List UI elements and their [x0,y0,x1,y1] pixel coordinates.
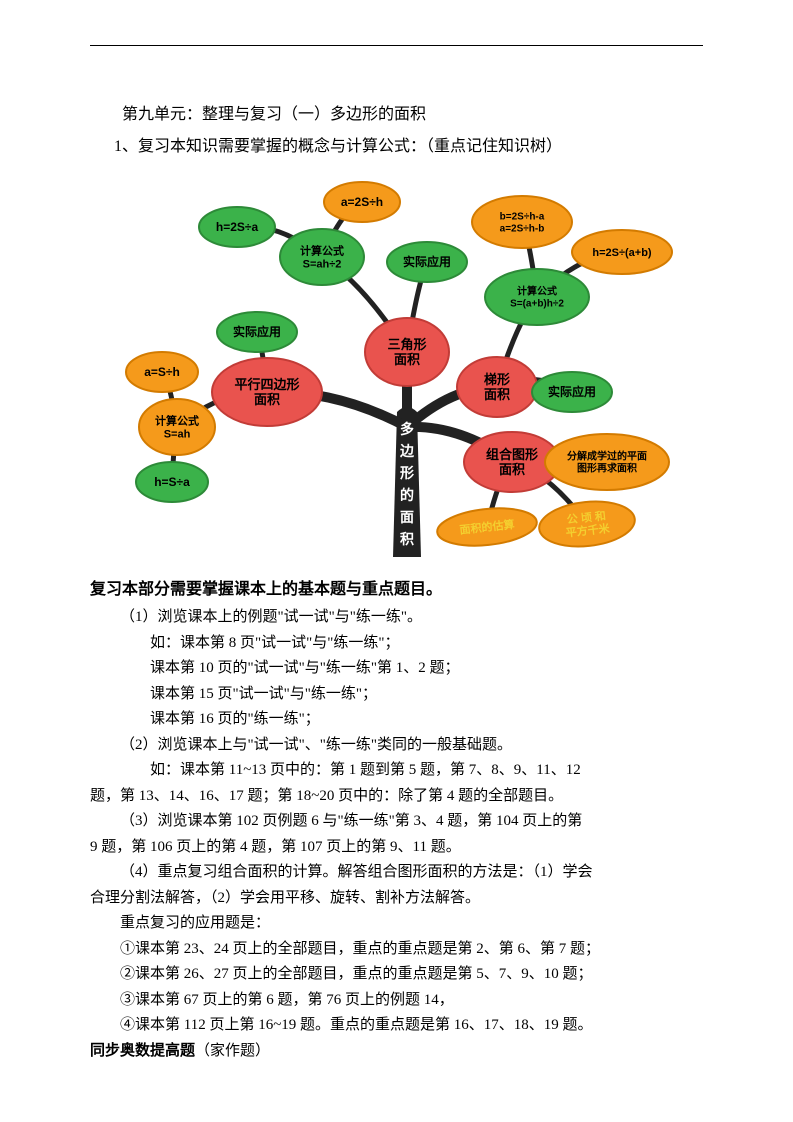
svg-text:计算公式: 计算公式 [155,413,199,427]
svg-text:a=2S÷h: a=2S÷h [340,195,382,209]
footer-normal: （家作题） [195,1043,270,1059]
svg-text:实际应用: 实际应用 [232,324,280,339]
paragraph: （4）重点复习组合面积的计算。解答组合图形面积的方法是：（1）学会 [90,860,703,886]
svg-text:计算公式: 计算公式 [300,243,344,257]
footer-bold: 同步奥数提高题 [90,1042,195,1059]
paragraph: （3）浏览课本第 102 页例题 6 与"练一练"第 3、4 题，第 104 页… [90,809,703,835]
svg-text:平行四边形: 平行四边形 [234,377,299,392]
paragraph: （2）浏览课本上与"试一试"、"练一练"类同的一般基础题。 [90,733,703,759]
svg-text:形: 形 [400,465,414,481]
paragraph: 如：课本第 8 页"试一试"与"练一练"； [90,631,703,657]
svg-text:b=2S÷h-a: b=2S÷h-a [499,212,544,223]
svg-text:边: 边 [399,443,415,459]
svg-text:S=ah÷2: S=ah÷2 [302,258,341,270]
unit-subtitle: 1、复习本知识需要掌握的概念与计算公式：（重点记住知识树） [90,132,703,156]
paragraph: 题，第 13、14、16、17 题；第 18~20 页中的：除了第 4 题的全部… [90,784,703,810]
paragraph: （1）浏览课本上的例题"试一试"与"练一练"。 [90,605,703,631]
paragraph: 课本第 10 页的"试一试"与"练一练"第 1、2 题； [90,656,703,682]
knowledge-tree: 多边形的面积平行四边形面积三角形面积梯形面积组合图形面积计算公式S=ahh=S÷… [90,162,703,557]
paragraph: ③课本第 67 页上的第 6 题，第 76 页上的例题 14， [90,988,703,1014]
body-text: （1）浏览课本上的例题"试一试"与"练一练"。如：课本第 8 页"试一试"与"练… [90,605,703,1039]
paragraph: 课本第 15 页"试一试"与"练一练"； [90,682,703,708]
svg-text:的: 的 [400,487,414,503]
paragraph: 课本第 16 页的"练一练"； [90,707,703,733]
paragraph: ②课本第 26、27 页上的全部题目，重点的重点题是第 5、7、9、10 题； [90,962,703,988]
svg-text:S=(a+b)h÷2: S=(a+b)h÷2 [510,299,564,310]
svg-text:S=ah: S=ah [163,428,190,440]
svg-text:实际应用: 实际应用 [547,384,595,399]
svg-text:分解成学过的平面: 分解成学过的平面 [567,450,647,463]
svg-text:面积: 面积 [498,462,524,477]
svg-text:梯形: 梯形 [483,372,509,387]
paragraph: ①课本第 23、24 页上的全部题目，重点的重点题是第 2、第 6、第 7 题； [90,937,703,963]
svg-text:面积: 面积 [393,352,419,367]
svg-text:积: 积 [400,531,414,547]
svg-text:a=2S÷h-b: a=2S÷h-b [499,224,544,235]
svg-text:图形再求面积: 图形再求面积 [577,462,637,475]
top-rule [90,45,703,46]
svg-text:面积: 面积 [253,392,279,407]
svg-text:h=2S÷(a+b): h=2S÷(a+b) [592,247,652,259]
footer-line: 同步奥数提高题（家作题） [90,1039,703,1060]
unit-title: 第九单元：整理与复习（一）多边形的面积 [90,100,703,124]
svg-text:面积: 面积 [483,387,509,402]
svg-text:计算公式: 计算公式 [517,285,557,298]
svg-text:组合图形: 组合图形 [485,447,537,462]
paragraph: 9 题，第 106 页上的第 4 题，第 107 页上的第 9、11 题。 [90,835,703,861]
svg-text:h=S÷a: h=S÷a [154,475,190,489]
paragraph: ④课本第 112 页上第 16~19 题。重点的重点题是第 16、17、18、1… [90,1013,703,1039]
tree-svg: 多边形的面积平行四边形面积三角形面积梯形面积组合图形面积计算公式S=ahh=S÷… [117,162,677,557]
paragraph: 重点复习的应用题是： [90,911,703,937]
paragraph: 合理分割法解答，（2）学会用平移、旋转、割补方法解答。 [90,886,703,912]
svg-text:a=S÷h: a=S÷h [144,365,180,379]
section-heading: 复习本部分需要掌握课本上的基本题与重点题目。 [90,575,703,599]
svg-text:三角形: 三角形 [387,337,426,352]
paragraph: 如：课本第 11~13 页中的：第 1 题到第 5 题，第 7、8、9、11、1… [90,758,703,784]
svg-text:多: 多 [400,421,414,437]
svg-text:实际应用: 实际应用 [402,254,450,269]
svg-text:h=2S÷a: h=2S÷a [215,220,258,234]
svg-text:面: 面 [400,509,414,525]
